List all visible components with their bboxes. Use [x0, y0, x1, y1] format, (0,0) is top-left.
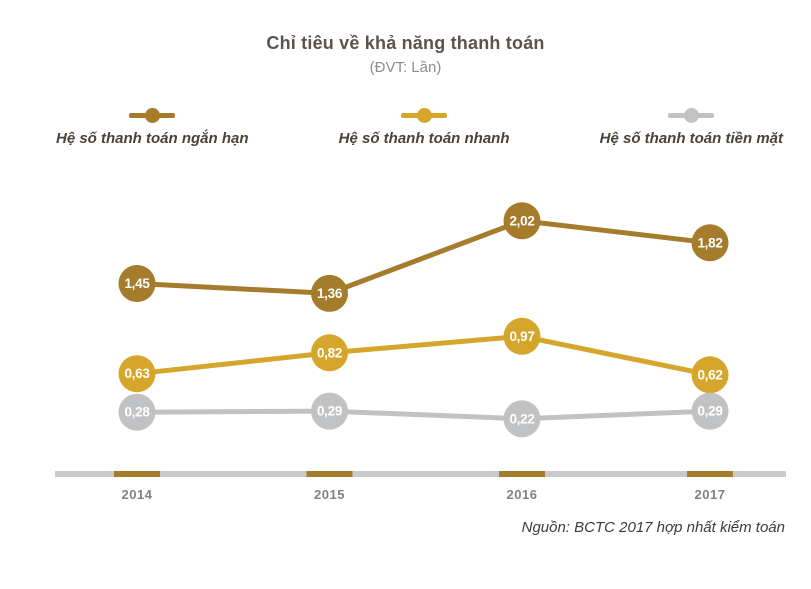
- legend-dot: [683, 108, 699, 123]
- legend-dot: [144, 108, 160, 123]
- data-point-label: 1,36: [317, 286, 343, 301]
- data-point-series-0: [691, 224, 729, 262]
- legend: Hệ số thanh toán ngắn hạn Hệ số thanh to…: [0, 108, 811, 147]
- chart-title: Chỉ tiêu về khả năng thanh toán: [266, 33, 545, 53]
- legend-item-quick-ratio: Hệ số thanh toán nhanh: [339, 108, 510, 147]
- series-line-0: [136, 218, 711, 296]
- data-point-series-2: [691, 392, 729, 430]
- data-point-label: 0,82: [317, 345, 342, 360]
- data-point-series-2: [311, 392, 348, 430]
- x-axis-label: 2016: [507, 487, 538, 502]
- line-dot-marker-icon: [129, 108, 176, 123]
- legend-label: Hệ số thanh toán nhanh: [338, 130, 510, 147]
- data-point-series-0: [503, 202, 541, 240]
- line-chart: 2014 2015 2016 2017 1,45 1,36 2,02 1,82 0,63 0,82…: [55, 202, 786, 502]
- data-point-label: 0,29: [317, 404, 342, 419]
- x-axis-tick: [306, 471, 353, 477]
- data-point-label: 1,82: [697, 235, 722, 250]
- data-point-series-1: [311, 334, 348, 372]
- chart-subtitle: (ĐVT: Lần): [369, 59, 442, 76]
- legend-label: Hệ số thanh toán ngắn hạn: [56, 130, 249, 147]
- line-dot-marker-icon: [668, 108, 715, 123]
- legend-dot: [416, 108, 432, 123]
- data-point-series-0: [118, 265, 156, 302]
- series-line-2: [136, 408, 711, 422]
- data-point-label: 0,22: [509, 411, 534, 426]
- data-point-series-0: [311, 274, 348, 312]
- x-axis-label: 2015: [314, 487, 345, 502]
- x-axis-tick: [687, 471, 733, 477]
- line-dot-marker-icon: [401, 108, 448, 123]
- x-axis-label: 2014: [122, 487, 153, 502]
- data-point-series-1: [503, 317, 541, 355]
- data-point-label: 0,29: [697, 404, 722, 419]
- x-axis-tick: [114, 471, 160, 477]
- source-note: Nguồn: BCTC 2017 hợp nhất kiểm toán: [521, 519, 785, 536]
- data-point-series-1: [691, 356, 729, 394]
- legend-item-short-term-ratio: Hệ số thanh toán ngắn hạn: [56, 108, 249, 147]
- legend-label: Hệ số thanh toán tiền mặt: [599, 130, 783, 147]
- data-point-label: 0,28: [124, 405, 150, 420]
- data-point-series-2: [118, 393, 156, 431]
- x-axis-bar: [55, 471, 786, 477]
- x-axis-label: 2017: [695, 487, 726, 502]
- data-point-label: 0,97: [509, 329, 534, 344]
- data-point-label: 2,02: [509, 213, 534, 228]
- data-point-label: 0,63: [124, 366, 150, 381]
- series-line-1: [136, 333, 711, 378]
- data-point-label: 1,45: [124, 276, 150, 291]
- data-point-label: 0,62: [697, 367, 722, 382]
- legend-item-cash-ratio: Hệ số thanh toán tiền mặt: [600, 108, 783, 147]
- x-axis-tick: [499, 471, 545, 477]
- data-point-series-2: [503, 400, 541, 438]
- data-point-series-1: [118, 355, 156, 393]
